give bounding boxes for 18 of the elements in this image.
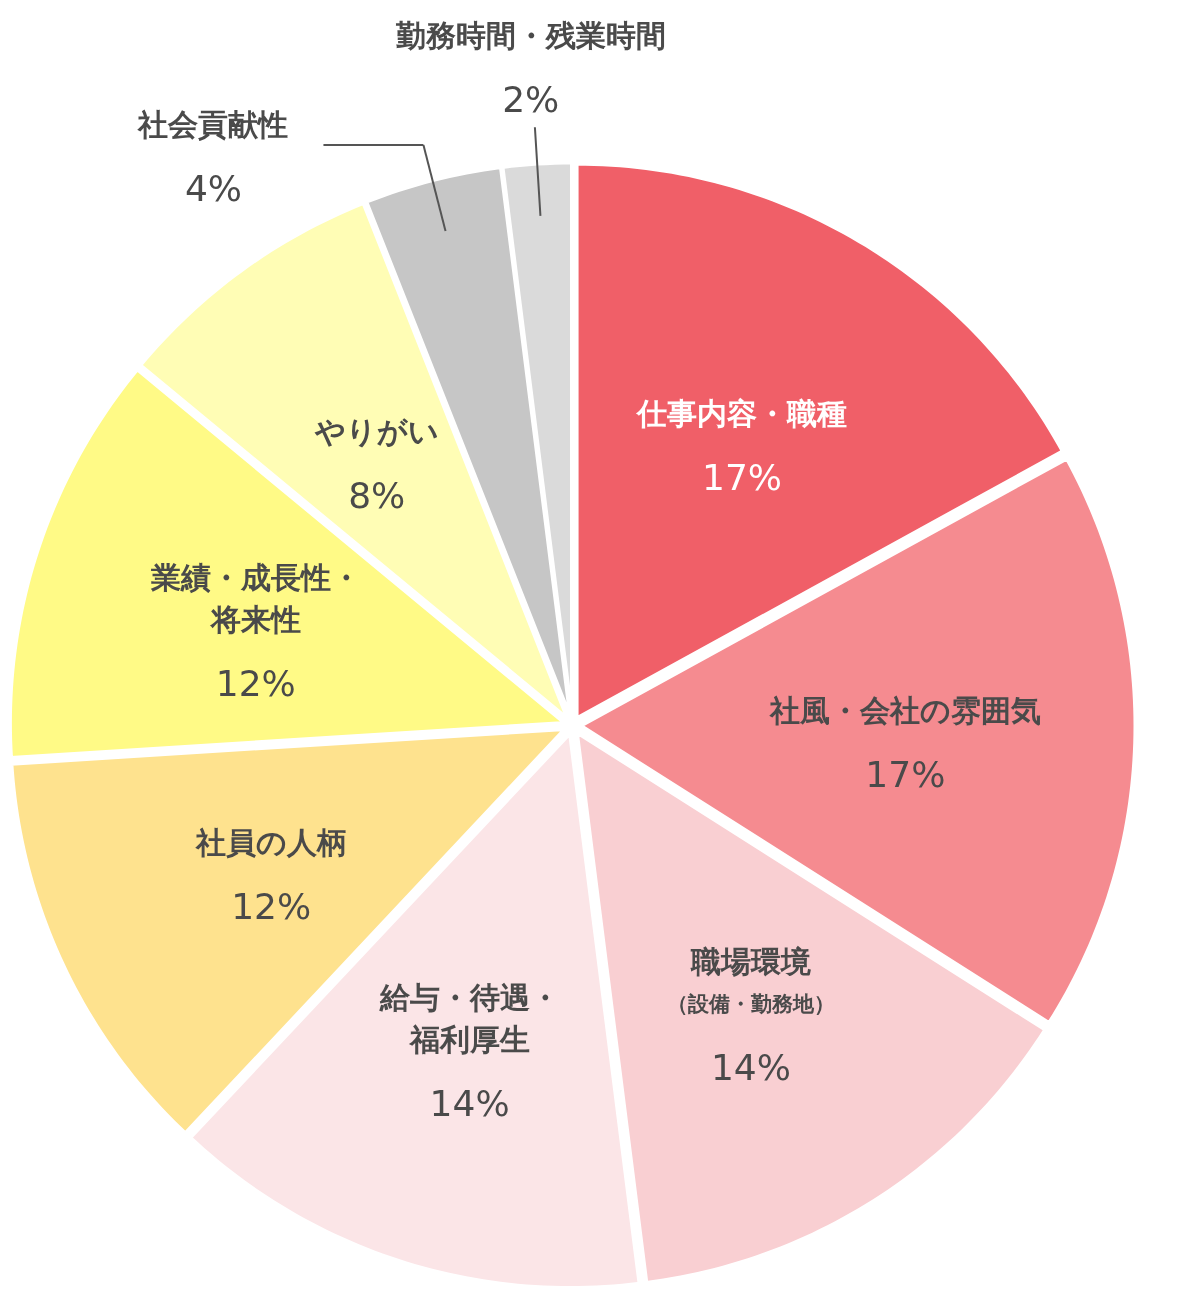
slice-label: 社風・会社の雰囲気	[768, 693, 1041, 729]
data-label: 12%	[231, 885, 312, 927]
data-label: 14%	[710, 1047, 791, 1089]
data-label: 17%	[702, 457, 783, 499]
data-label: 4%	[184, 168, 242, 210]
slice-label: 勤務時間・残業時間	[394, 18, 666, 54]
slice-label: 社員の人柄	[194, 824, 347, 860]
slice-label: 給与・待遇・福利厚生	[378, 979, 560, 1057]
slice-label: 業績・成長性・将来性	[149, 560, 361, 638]
slice-label: やりがい	[313, 413, 439, 449]
slice-label: 社会貢献性	[137, 107, 289, 143]
slice-label: 職場環境（設備・勤務地）	[666, 944, 835, 1016]
data-label: 2%	[502, 79, 560, 121]
slice-label: 仕事内容・職種	[635, 396, 848, 432]
data-label: 12%	[215, 663, 296, 705]
data-label: 8%	[348, 474, 406, 516]
data-label: 17%	[865, 754, 946, 796]
data-label: 14%	[429, 1082, 510, 1124]
